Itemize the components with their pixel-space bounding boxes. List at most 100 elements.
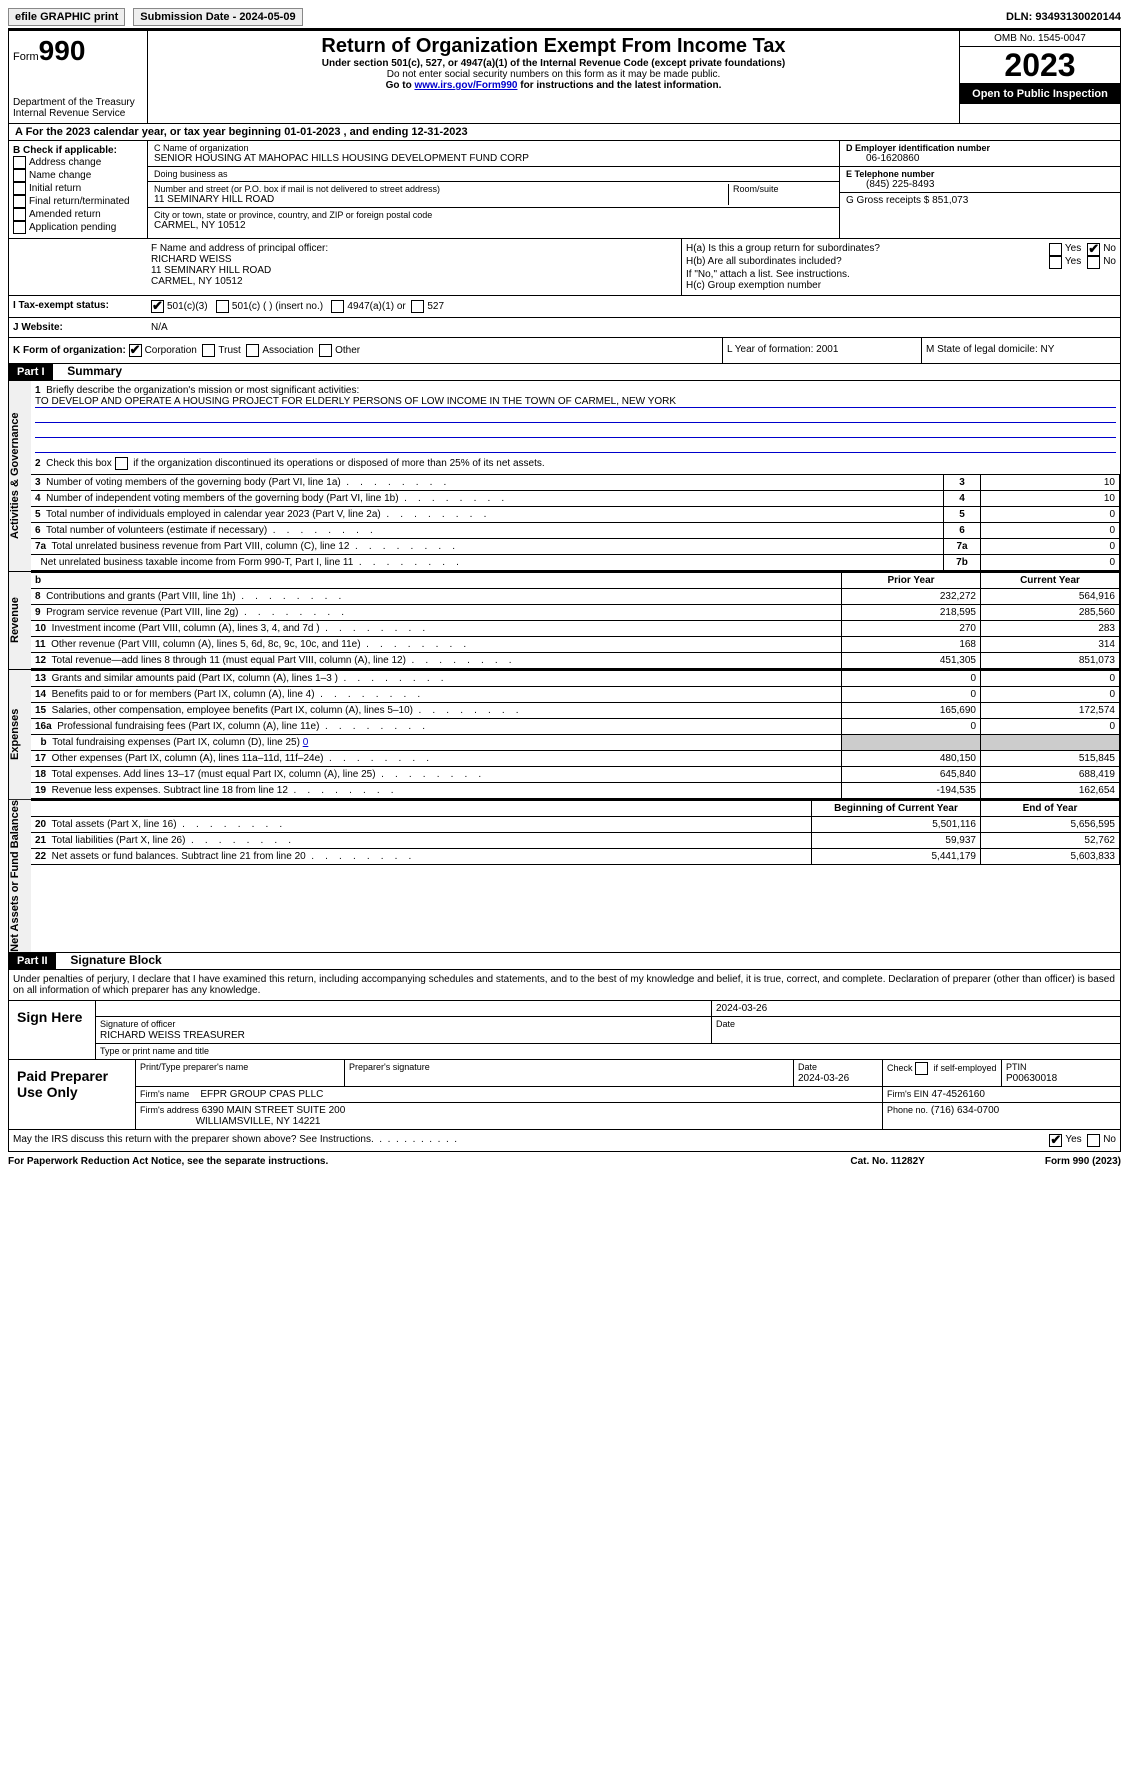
form-title: Return of Organization Exempt From Incom… [152,35,955,58]
irs-link[interactable]: www.irs.gov/Form990 [414,80,517,91]
page-footer: For Paperwork Reduction Act Notice, see … [8,1152,1121,1167]
ssn-note: Do not enter social security numbers on … [152,69,955,80]
firm-phone: (716) 634-0700 [931,1105,999,1116]
street-value: 11 SEMINARY HILL ROAD [154,194,728,205]
side-rev-label: Revenue [9,572,31,669]
org-name: SENIOR HOUSING AT MAHOPAC HILLS HOUSING … [154,153,833,164]
h-b-note: If "No," attach a list. See instructions… [686,269,1116,280]
top-bar: efile GRAPHIC print Submission Date - 20… [8,8,1121,30]
ha-yes-checkbox[interactable] [1049,243,1062,256]
address-change-checkbox[interactable] [13,156,26,169]
corp-checkbox[interactable] [129,344,142,357]
form-subtitle: Under section 501(c), 527, or 4947(a)(1)… [152,58,955,69]
sig-date1: 2024-03-26 [712,1001,1121,1017]
sign-here-label: Sign Here [9,1001,96,1059]
self-employed-checkbox[interactable] [915,1062,928,1075]
perjury-statement: Under penalties of perjury, I declare th… [8,970,1121,1001]
website-block: J Website: N/A [8,318,1121,338]
part2-title: Signature Block [58,953,161,967]
4947-checkbox[interactable] [331,300,344,313]
sign-here-block: Sign Here 2024-03-26 Signature of office… [8,1001,1121,1060]
501c3-checkbox[interactable] [151,300,164,313]
phone-value: (845) 225-8493 [846,179,1114,190]
ptin-value: P00630018 [1006,1073,1057,1084]
part1-title: Summary [55,364,122,378]
section-a-tax-year: A For the 2023 calendar year, or tax yea… [8,124,1121,141]
street-label: Number and street (or P.O. box if mail i… [154,184,728,194]
goto-prefix: Go to [386,80,415,91]
year-formation: L Year of formation: 2001 [722,338,921,363]
firm-ein: 47-4526160 [932,1089,985,1100]
website-value: N/A [147,318,1120,337]
501c-checkbox[interactable] [216,300,229,313]
side-exp-label: Expenses [9,670,31,799]
entity-block: B Check if applicable: Address change Na… [8,141,1121,239]
section-b-label: B Check if applicable: [13,145,143,156]
state-domicile: M State of legal domicile: NY [921,338,1120,363]
open-inspection-label: Open to Public Inspection [960,84,1120,104]
ein-value: 06-1620860 [846,153,1114,164]
firm-addr2: WILLIAMSVILLE, NY 14221 [196,1116,321,1127]
form-header: Form990 Department of the TreasuryIntern… [8,30,1121,124]
h-b-label: H(b) Are all subordinates included? [686,256,1049,269]
discontinued-checkbox[interactable] [115,457,128,470]
form-org-label: K Form of organization: [13,345,126,356]
form-number: 990 [39,35,86,66]
discuss-label: May the IRS discuss this return with the… [13,1134,1049,1147]
footer-cat: Cat. No. 11282Y [850,1156,924,1167]
efile-print-button[interactable]: efile GRAPHIC print [8,8,125,26]
type-name-label: Type or print name and title [100,1046,209,1056]
part2-label: Part II [9,953,56,969]
assoc-checkbox[interactable] [246,344,259,357]
expenses-section: Expenses 13 Grants and similar amounts p… [8,670,1121,800]
hb-yes-checkbox[interactable] [1049,256,1062,269]
department-label: Department of the TreasuryInternal Reven… [13,97,143,119]
tax-status-block: I Tax-exempt status: 501(c)(3) 501(c) ( … [8,296,1121,318]
tax-year: 2023 [960,47,1120,84]
city-label: City or town, state or province, country… [154,210,833,220]
h-a-label: H(a) Is this a group return for subordin… [686,243,1049,256]
org-name-label: C Name of organization [154,143,833,153]
gov-table: 3 Number of voting members of the govern… [31,474,1120,571]
mission-label: Briefly describe the organization's miss… [46,385,359,396]
discuss-no-checkbox[interactable] [1087,1134,1100,1147]
city-value: CARMEL, NY 10512 [154,220,833,231]
final-return-checkbox[interactable] [13,195,26,208]
other-checkbox[interactable] [319,344,332,357]
form-label: Form [13,51,39,63]
firm-name: EFPR GROUP CPAS PLLC [200,1089,323,1100]
initial-return-checkbox[interactable] [13,182,26,195]
revenue-table: bPrior YearCurrent Year 8 Contributions … [31,572,1120,669]
fundraising-link[interactable]: 0 [303,737,309,748]
firm-addr1: 6390 MAIN STREET SUITE 200 [202,1105,346,1116]
527-checkbox[interactable] [411,300,424,313]
hb-no-checkbox[interactable] [1087,256,1100,269]
discuss-row: May the IRS discuss this return with the… [8,1130,1121,1152]
dba-label: Doing business as [154,169,833,179]
phone-label: E Telephone number [846,169,1114,179]
footer-right: Form 990 (2023) [1045,1156,1121,1167]
officer-signature: RICHARD WEISS TREASURER [100,1030,245,1041]
goto-suffix: for instructions and the latest informat… [517,80,721,91]
website-label: J Website: [9,318,147,337]
form-org-block: K Form of organization: Corporation Trus… [8,338,1121,364]
revenue-section: Revenue bPrior YearCurrent Year 8 Contri… [8,572,1121,670]
officer-group-block: F Name and address of principal officer:… [8,239,1121,296]
part1-label: Part I [9,364,53,380]
h-c-label: H(c) Group exemption number [686,280,1116,291]
trust-checkbox[interactable] [202,344,215,357]
dln-value: DLN: 93493130020144 [1006,11,1121,23]
application-pending-checkbox[interactable] [13,221,26,234]
paid-preparer-label: Paid Preparer Use Only [9,1060,136,1129]
officer-name: RICHARD WEISS [151,254,677,265]
expenses-table: 13 Grants and similar amounts paid (Part… [31,670,1120,799]
name-change-checkbox[interactable] [13,169,26,182]
net-assets-section: Net Assets or Fund Balances Beginning of… [8,800,1121,953]
gross-receipts: G Gross receipts $ 851,073 [846,195,1114,206]
net-assets-table: Beginning of Current YearEnd of Year 20 … [31,800,1120,865]
officer-addr2: CARMEL, NY 10512 [151,276,677,287]
line2-text: Check this box if the organization disco… [46,458,545,469]
discuss-yes-checkbox[interactable] [1049,1134,1062,1147]
amended-return-checkbox[interactable] [13,208,26,221]
ha-no-checkbox[interactable] [1087,243,1100,256]
